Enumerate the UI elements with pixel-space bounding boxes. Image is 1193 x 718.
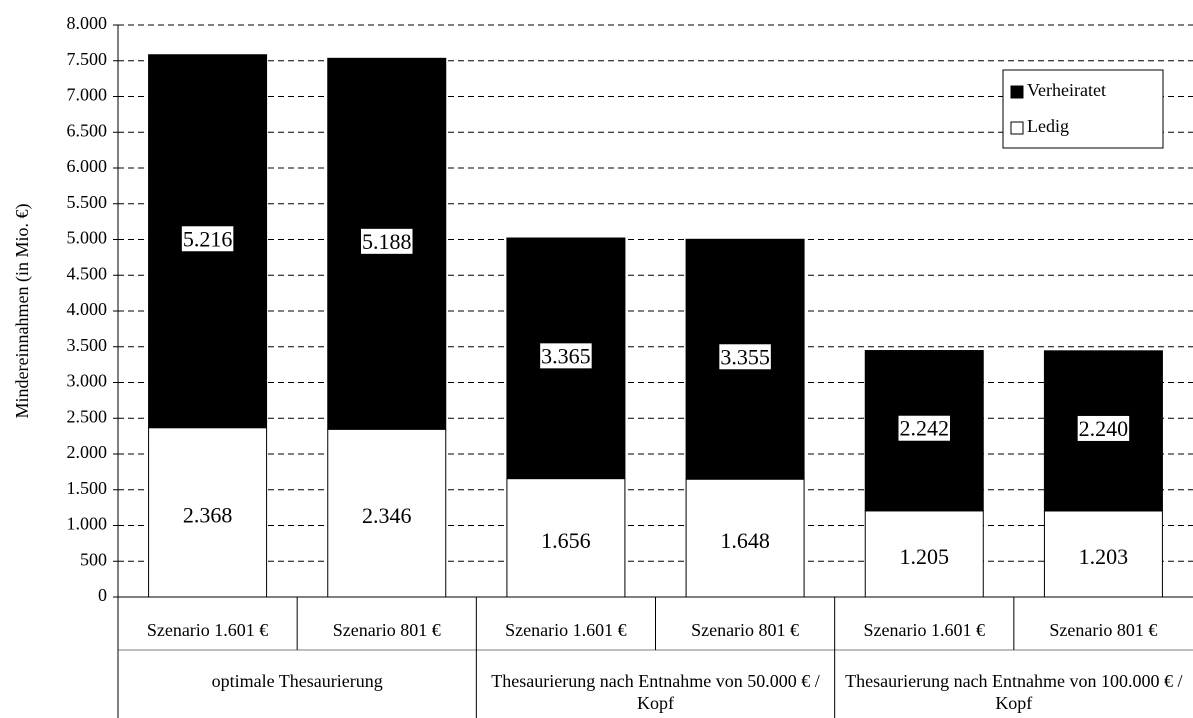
group-label: Thesaurierung nach Entnahme von 100.000 … [845, 671, 1183, 713]
bar-segment [864, 510, 984, 598]
value-label-box [181, 226, 234, 252]
value-label: 2.346 [362, 503, 412, 528]
bar-segment [1043, 510, 1163, 598]
y-tick-label: 5.500 [67, 192, 108, 212]
y-tick-label: 4.000 [67, 299, 108, 319]
value-label: 2.240 [1079, 416, 1129, 441]
value-label-box [898, 415, 950, 441]
bar-segment [506, 478, 626, 598]
y-tick-label: 2.500 [67, 406, 108, 426]
y-tick-label: 7.500 [67, 49, 108, 69]
y-axis-label: Mindereinnahmen (in Mio. €) [12, 204, 33, 419]
group-label: Thesaurierung nach Entnahme von 50.000 €… [491, 671, 820, 713]
y-tick-label: 5.000 [67, 228, 108, 248]
x-tick-label: Szenario 1.601 € [864, 620, 985, 640]
y-tick-label: 6.000 [67, 156, 108, 176]
legend-label: Ledig [1027, 116, 1069, 136]
y-tick-label: 7.000 [67, 85, 108, 105]
value-label: 3.365 [541, 343, 591, 368]
y-tick-label: 3.500 [67, 335, 108, 355]
group-label-box: optimale Thesaurierung [211, 671, 383, 691]
x-tick-label: Szenario 801 € [333, 620, 441, 640]
value-label: 5.188 [362, 229, 412, 254]
y-tick-label: 500 [80, 549, 107, 569]
x-tick-label: Szenario 801 € [691, 620, 799, 640]
value-label: 1.205 [900, 544, 950, 569]
y-tick-label: 0 [98, 585, 107, 605]
group-label-box: Thesaurierung nach Entnahme von 100.000 … [845, 671, 1183, 713]
value-label: 1.203 [1079, 544, 1129, 569]
x-tick-label: Szenario 1.601 € [505, 620, 626, 640]
value-label-box [719, 344, 771, 370]
legend-box [1002, 69, 1164, 149]
value-label: 2.242 [900, 416, 950, 441]
y-tick-label: 6.500 [67, 120, 108, 140]
bar-segment [685, 478, 805, 598]
y-tick-label: 2.000 [67, 442, 108, 462]
group-label-box: Thesaurierung nach Entnahme von 50.000 €… [491, 671, 820, 713]
value-label: 3.355 [720, 344, 770, 369]
value-label-box [361, 228, 413, 254]
legend-label: Verheiratet [1027, 80, 1106, 100]
y-tick-label: 4.500 [67, 263, 108, 283]
y-tick-label: 1.000 [67, 514, 108, 534]
y-tick-label: 3.000 [67, 371, 108, 391]
group-label: optimale Thesaurierung [211, 671, 383, 691]
x-tick-label: Szenario 1.601 € [147, 620, 268, 640]
value-label: 1.648 [720, 528, 770, 553]
value-label: 1.656 [541, 528, 591, 553]
legend-swatch [1010, 121, 1024, 135]
value-label: 2.368 [183, 502, 233, 527]
y-tick-label: 8.000 [67, 13, 108, 33]
value-label-box [1077, 415, 1130, 441]
x-tick-label: Szenario 801 € [1049, 620, 1157, 640]
legend-swatch [1010, 85, 1024, 99]
value-label-box [540, 343, 592, 369]
y-tick-label: 1.500 [67, 478, 108, 498]
value-label: 5.216 [183, 226, 233, 251]
